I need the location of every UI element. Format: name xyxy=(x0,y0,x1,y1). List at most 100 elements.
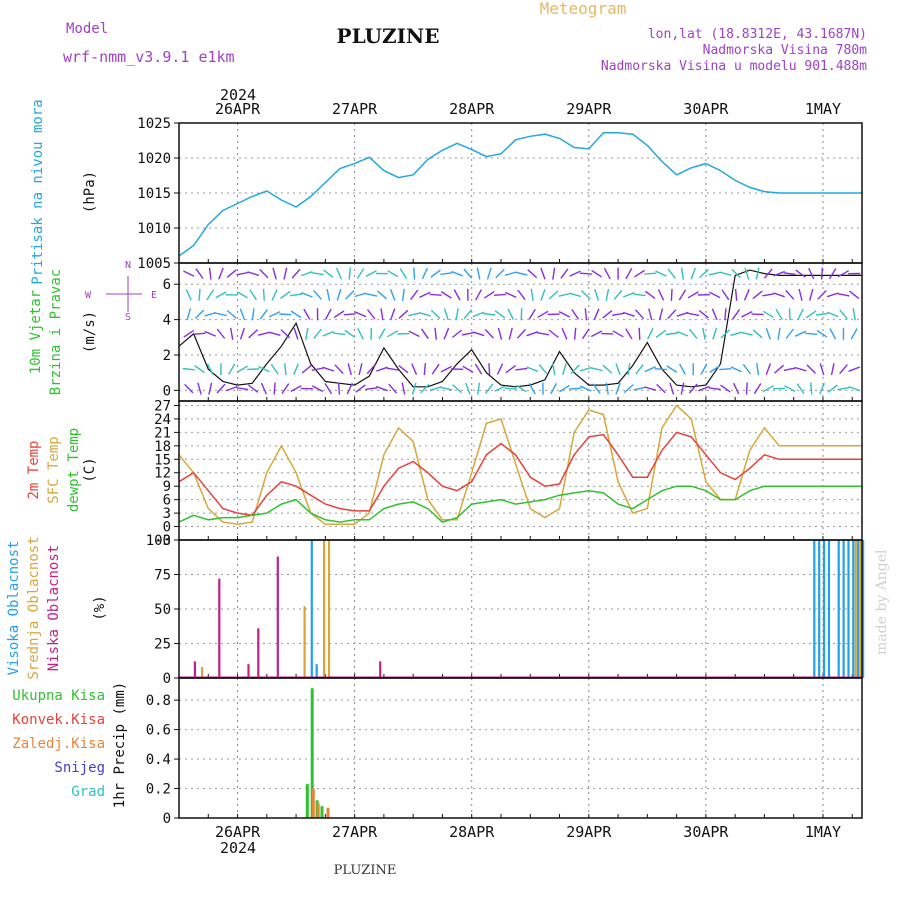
cloud-bar xyxy=(193,661,196,678)
wind-arrow xyxy=(551,363,556,376)
wind-arrow xyxy=(708,291,721,299)
wind-arrow xyxy=(322,366,335,372)
day-label-top: 29APR xyxy=(566,100,612,118)
wind-arrow xyxy=(634,269,645,278)
wind-arrow xyxy=(678,363,686,375)
wind-arrow xyxy=(667,268,676,279)
wind-arrow xyxy=(472,331,485,337)
wind-arrow xyxy=(398,364,409,374)
wind-arrow xyxy=(440,291,452,299)
wind-arrow xyxy=(538,364,548,375)
wind-arrow xyxy=(622,292,635,298)
wind-arrow xyxy=(401,382,406,395)
precip-bar xyxy=(320,806,324,818)
wind-arrow xyxy=(462,365,474,373)
wind-arrow xyxy=(347,363,352,376)
product-title: Meteogram xyxy=(540,0,627,18)
wind-arrow xyxy=(516,328,527,339)
wind-arrow xyxy=(666,365,678,373)
wind-arrow xyxy=(805,310,817,319)
wind-arrow xyxy=(399,268,408,280)
wind-arrow xyxy=(837,293,850,297)
wind-arrow xyxy=(719,368,732,371)
cloud-bar xyxy=(323,540,326,678)
wind-arrow xyxy=(495,268,505,279)
wind-arrow xyxy=(476,267,481,280)
wind-arrow xyxy=(421,267,429,280)
wind-arrow xyxy=(622,311,635,317)
wind-arrow xyxy=(633,386,646,391)
wind-arrow xyxy=(794,330,807,337)
wind-arrow xyxy=(388,383,398,394)
wind-arrow xyxy=(590,330,603,338)
wind-arrow xyxy=(773,292,785,298)
wind-arrow xyxy=(816,329,828,338)
wind-arrow xyxy=(273,382,276,395)
wind-arrow xyxy=(311,385,324,393)
cloud-bar xyxy=(857,540,860,678)
axis-title-part: dewpt Temp xyxy=(66,428,82,512)
wind-arrow xyxy=(796,383,805,394)
pressure-line xyxy=(178,132,862,257)
wind-arrow xyxy=(472,311,485,318)
value-tick-label: 1020 xyxy=(137,151,171,167)
wind-arrow xyxy=(183,329,195,338)
wind-arrow xyxy=(612,330,624,338)
precip-axis-title: 1hr Precip (mm) xyxy=(112,682,128,808)
wind-arrow xyxy=(507,308,515,321)
wind-arrow xyxy=(537,310,549,318)
wind-arrow xyxy=(236,291,249,299)
wind-arrow xyxy=(378,328,386,340)
wind-arrow xyxy=(493,293,507,296)
wind-arrow xyxy=(484,328,494,339)
wind-arrow xyxy=(483,291,495,299)
value-tick-label: 1015 xyxy=(137,186,171,202)
bottom-year-label: 2024 xyxy=(220,839,256,857)
cloud-bar xyxy=(379,661,382,678)
wind-arrow xyxy=(313,328,322,339)
cloud-unit: (%) xyxy=(92,595,108,620)
wind-arrow xyxy=(305,327,309,340)
wind-arrow xyxy=(311,272,324,276)
wind-arrow xyxy=(581,328,590,340)
wind-arrow xyxy=(451,329,463,339)
wind-arrow xyxy=(625,328,633,340)
wind-arrow xyxy=(526,331,539,337)
wind-arrow xyxy=(463,309,473,320)
day-label-bottom: 29APR xyxy=(566,823,612,841)
wind-arrow xyxy=(208,267,212,280)
wind-arrow xyxy=(730,331,743,337)
wind-arrow xyxy=(268,311,281,318)
day-label-top: 27APR xyxy=(332,100,378,118)
wind-arrow xyxy=(430,269,441,278)
wind-arrow xyxy=(562,363,567,376)
wind-arrow xyxy=(236,387,249,391)
wind-arrow xyxy=(839,364,848,375)
wind-arrow xyxy=(560,268,569,279)
wind-arrow xyxy=(461,332,474,336)
wind-arrow xyxy=(648,308,653,321)
wind-arrow xyxy=(634,309,645,320)
wind-arrow xyxy=(569,387,582,390)
wind-arrow xyxy=(408,330,420,338)
wind-arrow xyxy=(605,382,609,395)
wind-arrow xyxy=(795,269,806,278)
wind-arrow xyxy=(708,387,721,391)
wind-arrow xyxy=(248,329,259,339)
wind-arrow xyxy=(602,310,613,319)
wind-arrow xyxy=(579,366,592,372)
wind-arrow xyxy=(826,292,839,298)
wind-arrow xyxy=(300,270,313,277)
wind-arrow xyxy=(451,270,463,277)
precip-bar xyxy=(305,784,309,818)
wind-arrow xyxy=(711,308,718,321)
wind-arrow xyxy=(830,363,835,376)
cloud-bar xyxy=(862,540,865,678)
wind-arrow xyxy=(612,312,625,316)
wind-arrow xyxy=(247,384,259,393)
wind-arrow xyxy=(548,329,559,339)
wind-arrow xyxy=(655,270,667,277)
wind-arrow xyxy=(623,384,634,394)
value-tick-label: 1005 xyxy=(137,256,171,272)
